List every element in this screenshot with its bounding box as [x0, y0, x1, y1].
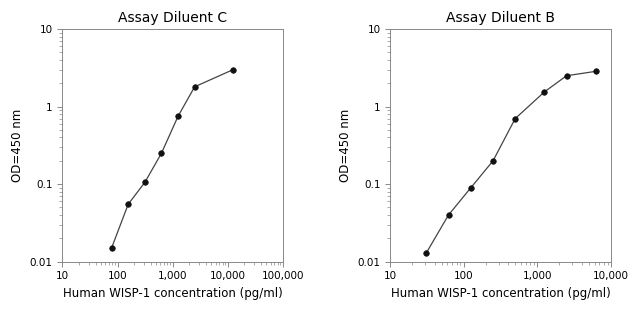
X-axis label: Human WISP-1 concentration (pg/ml): Human WISP-1 concentration (pg/ml): [63, 287, 283, 300]
Y-axis label: OD=450 nm: OD=450 nm: [11, 109, 24, 182]
Y-axis label: OD=450 nm: OD=450 nm: [339, 109, 352, 182]
Title: Assay Diluent B: Assay Diluent B: [446, 11, 555, 25]
X-axis label: Human WISP-1 concentration (pg/ml): Human WISP-1 concentration (pg/ml): [390, 287, 611, 300]
Title: Assay Diluent C: Assay Diluent C: [118, 11, 227, 25]
